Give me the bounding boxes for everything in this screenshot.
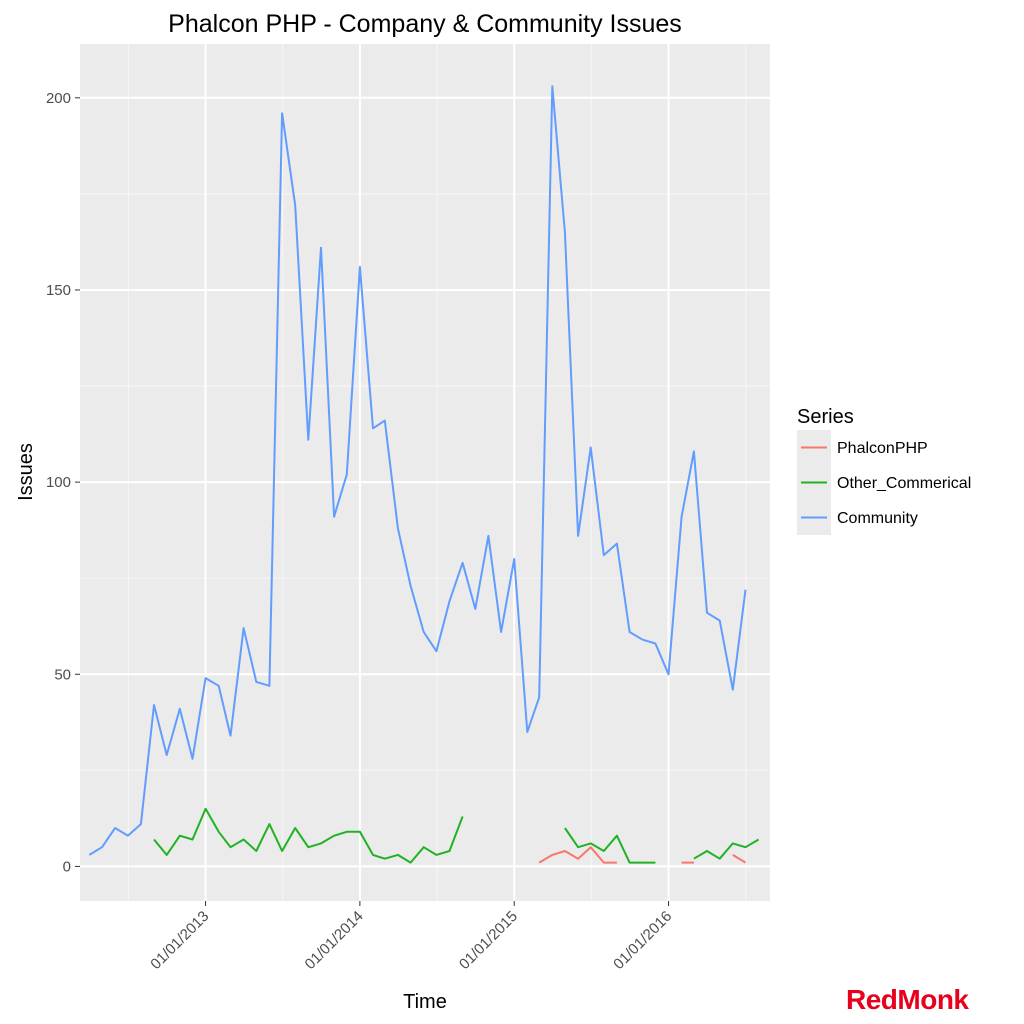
x-tick-label: 01/01/2013 [147,908,212,973]
y-tick-label: 200 [46,90,71,107]
series-lines [88,85,760,864]
legend-label: Other_Commerical [837,475,971,492]
series-line-community [88,85,747,856]
series-line-phalconphp [732,854,747,864]
x-tick-label: 01/01/2015 [456,908,521,973]
legend-label: Community [837,510,918,527]
y-tick-label: 100 [46,474,71,491]
x-axis-title: Time [403,991,447,1013]
y-tick-label: 50 [54,666,71,683]
series-line-other-commerical [153,807,464,864]
major-gridlines [80,44,770,901]
series-line-phalconphp [538,846,617,864]
series-line-other-commerical [564,827,656,864]
y-tick-label: 150 [46,282,71,299]
y-tick-label: 0 [63,858,71,875]
minor-gridlines [80,44,770,901]
redmonk-logo: RedMonk [846,984,969,1016]
y-axis-title: Issues [15,443,37,501]
logo-text: RedMonk [846,984,969,1015]
legend-title: Series [797,406,854,428]
chart-title: Phalcon PHP - Company & Community Issues [168,10,682,38]
legend: Series PhalconPHP Other_Commerical Communi… [797,406,971,535]
y-axis-ticks: 0 50 100 150 200 [46,90,80,875]
x-tick-label: 01/01/2014 [302,908,367,973]
legend-items: PhalconPHP Other_Commerical Community [797,430,971,535]
legend-label: PhalconPHP [837,440,928,457]
plot-panel [80,44,770,901]
series-line-other-commerical [693,838,760,860]
x-tick-label: 01/01/2016 [610,908,675,973]
x-axis-ticks: 01/01/2013 01/01/2014 01/01/2015 01/01/2016 [147,901,675,973]
